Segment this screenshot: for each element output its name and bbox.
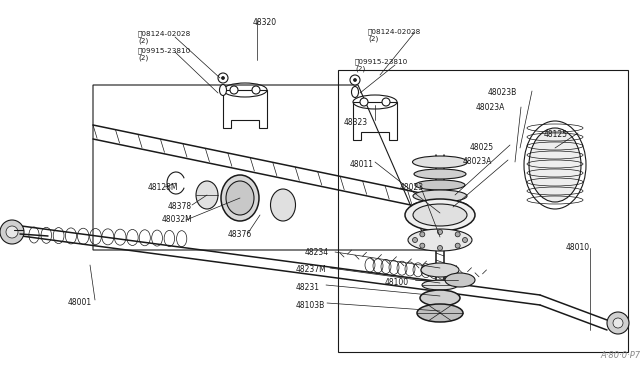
Circle shape (420, 243, 425, 248)
Circle shape (438, 230, 442, 234)
Circle shape (455, 232, 460, 237)
Text: A·80·0·P7: A·80·0·P7 (600, 351, 640, 360)
Text: Ⓑ08124-02028
(2): Ⓑ08124-02028 (2) (138, 30, 191, 44)
Circle shape (221, 77, 225, 80)
Circle shape (438, 246, 442, 250)
Ellipse shape (413, 190, 467, 202)
Text: 48001: 48001 (68, 298, 92, 307)
Text: 48023A: 48023A (476, 103, 506, 112)
Text: 48125: 48125 (544, 130, 568, 139)
Text: 48023B: 48023B (488, 88, 517, 97)
Text: 48376: 48376 (228, 230, 252, 239)
Ellipse shape (271, 189, 296, 221)
Circle shape (413, 237, 417, 243)
Text: 48237M: 48237M (296, 265, 327, 274)
Ellipse shape (417, 304, 463, 322)
Circle shape (353, 78, 356, 81)
Text: 48234: 48234 (305, 248, 329, 257)
Text: 48103B: 48103B (296, 301, 325, 310)
Ellipse shape (413, 156, 467, 168)
Circle shape (455, 243, 460, 248)
Ellipse shape (411, 200, 469, 214)
Text: 48025: 48025 (470, 143, 494, 152)
Text: 48032M: 48032M (162, 215, 193, 224)
Text: 48323: 48323 (344, 118, 368, 127)
Circle shape (382, 98, 390, 106)
Circle shape (420, 232, 425, 237)
Ellipse shape (221, 175, 259, 221)
Circle shape (6, 226, 18, 238)
Ellipse shape (408, 229, 472, 251)
Ellipse shape (421, 263, 459, 277)
Ellipse shape (196, 181, 218, 209)
Ellipse shape (422, 280, 458, 290)
Text: 48320: 48320 (253, 18, 277, 27)
Text: 48010: 48010 (566, 243, 590, 252)
Ellipse shape (226, 181, 254, 215)
Circle shape (0, 220, 24, 244)
Ellipse shape (351, 87, 358, 97)
Text: 48100: 48100 (385, 278, 409, 287)
Circle shape (252, 86, 260, 94)
Text: Ⓑ08124-02028
(2): Ⓑ08124-02028 (2) (368, 28, 421, 42)
Text: 48023A: 48023A (463, 157, 492, 166)
Circle shape (218, 73, 228, 83)
Circle shape (607, 312, 629, 334)
Text: 48023: 48023 (400, 183, 424, 192)
Circle shape (230, 86, 238, 94)
Ellipse shape (529, 128, 581, 202)
Ellipse shape (415, 180, 465, 190)
Text: 48378: 48378 (168, 202, 192, 211)
Circle shape (613, 318, 623, 328)
Text: 48011: 48011 (350, 160, 374, 169)
Circle shape (360, 98, 368, 106)
Ellipse shape (413, 204, 467, 226)
Text: ⓘ09915-23810
(2): ⓘ09915-23810 (2) (355, 58, 408, 72)
Ellipse shape (420, 290, 460, 306)
Ellipse shape (220, 84, 227, 96)
Circle shape (350, 75, 360, 85)
Circle shape (463, 237, 467, 243)
Text: 48231: 48231 (296, 283, 320, 292)
Ellipse shape (405, 199, 475, 231)
Text: 48128M: 48128M (148, 183, 179, 192)
Ellipse shape (414, 169, 466, 179)
Text: Ⓥ09915-23810
(2): Ⓥ09915-23810 (2) (138, 47, 191, 61)
Ellipse shape (445, 273, 475, 287)
